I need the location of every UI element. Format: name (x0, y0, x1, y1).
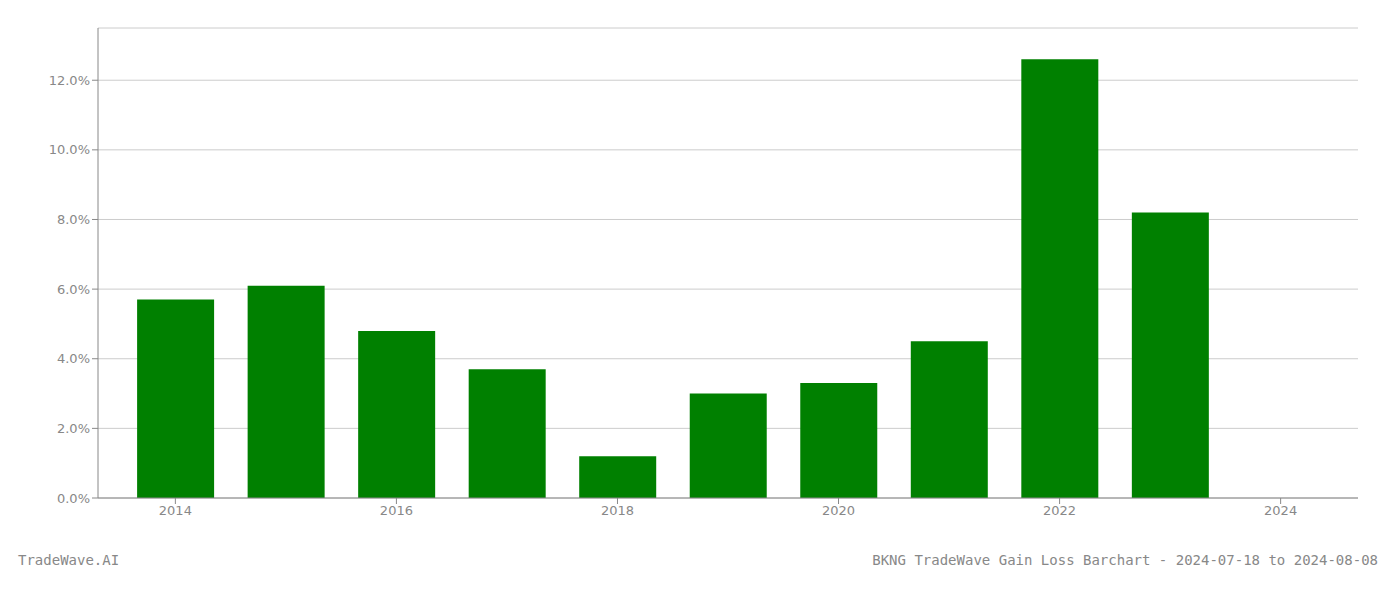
svg-text:2016: 2016 (380, 503, 413, 518)
svg-text:0.0%: 0.0% (57, 491, 90, 506)
svg-text:2024: 2024 (1264, 503, 1297, 518)
html-text:BKNG TradeWave Gain Loss Barch: BKNG TradeWave Gain Loss Barchart - 2024… (872, 552, 1378, 568)
svg-text:2022: 2022 (1043, 503, 1076, 518)
html-text:TradeWave.AI: TradeWave.AI (18, 552, 120, 568)
svg-text:4.0%: 4.0% (57, 351, 90, 366)
svg-text:12.0%: 12.0% (49, 73, 90, 88)
svg-text:8.0%: 8.0% (57, 212, 90, 227)
svg-text:2018: 2018 (601, 503, 634, 518)
svg-text:2020: 2020 (822, 503, 855, 518)
svg-text:10.0%: 10.0% (49, 142, 90, 157)
svg-text:2.0%: 2.0% (57, 421, 90, 436)
svg-text:2014: 2014 (159, 503, 192, 518)
svg-text:6.0%: 6.0% (57, 282, 90, 297)
